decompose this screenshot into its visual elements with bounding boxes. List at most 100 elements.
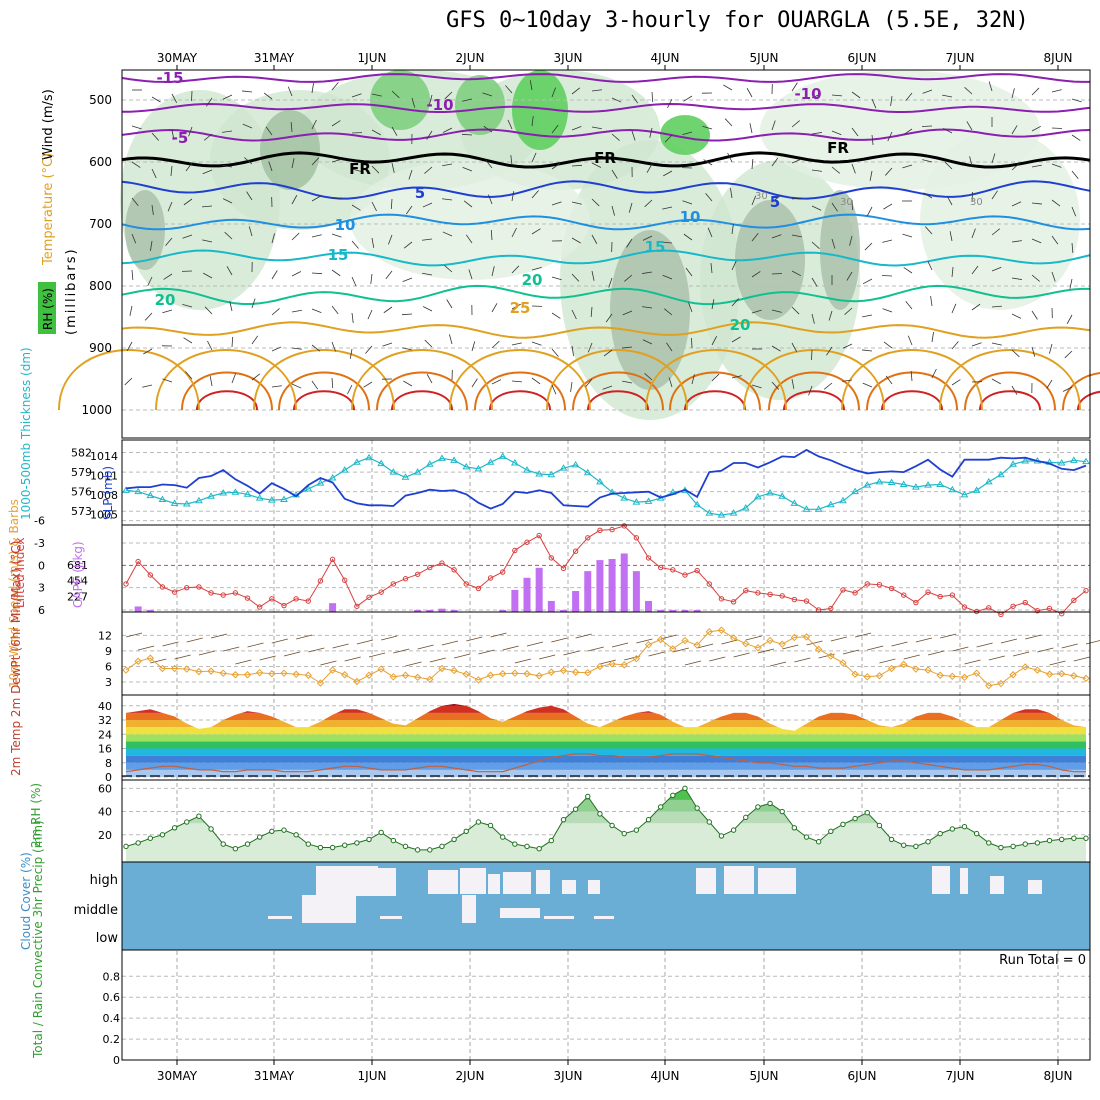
cape-bar [547,600,555,612]
wind-barb [462,167,473,172]
wind-barb [202,239,213,243]
wind-barb [171,129,175,140]
li-point [633,535,640,541]
wind-barb [291,158,295,169]
boundary-layer-contour [474,371,566,411]
rh-point [536,846,542,852]
rh-point [572,806,579,812]
wind-barb [271,385,282,388]
thickness-point [814,505,823,512]
wind-barb [921,125,933,127]
li-tick-label: 6 [38,604,45,617]
wind-barb [231,336,234,348]
wind10-barb [563,650,580,656]
rh-shading [125,190,165,270]
contour-label: FR [594,149,616,167]
boundary-layer-contour [196,390,258,411]
thickness-point [960,490,969,498]
wind-barb [265,126,273,136]
boundary-layer-contour [866,371,958,411]
wind-barb [611,97,622,103]
wind-barb [511,191,515,202]
li-line [125,525,1087,616]
li-point [876,581,883,588]
wind-barb [791,234,802,238]
li-tick-label: -3 [34,537,45,550]
wind-barb [1046,379,1053,389]
wind-barb [946,195,953,206]
boundary-layer-contour [979,390,1041,411]
li-point [572,548,579,554]
thickness-point [413,468,422,475]
li-point [524,539,530,545]
wind-barb [401,313,413,316]
thickness-point [510,458,519,466]
li-point [828,605,834,612]
wind-barb [591,234,598,244]
wind-barb [242,123,253,129]
wind-barb [1071,98,1082,103]
wind10-point [729,634,738,642]
wind-barb [664,134,673,143]
temp-band [126,705,1086,713]
rh-point [730,827,737,833]
wind-barb [628,202,633,213]
wind-barb [371,165,380,174]
li-point [730,599,737,605]
wind10-barb [757,648,774,654]
run-total-label: Run Total = 0 [999,953,1086,968]
wind10-point [231,671,240,679]
cloud-block [462,895,476,923]
wind-barb [691,337,693,349]
wind-barb [831,166,841,174]
wind-barb [206,97,213,107]
li-point [913,599,919,606]
wind10-point [571,668,580,676]
rh-point [949,826,956,832]
wind-barb [930,296,933,307]
pressure-tick-label: 1000 [81,403,112,417]
wind10-point [341,671,349,679]
li-point [536,532,542,539]
wind-barb [1051,199,1061,207]
wind-barb [642,339,653,345]
wind10-barb [138,645,155,651]
rh-point [487,822,494,829]
wind-barb [291,347,302,350]
boundary-layer-contour [964,371,1056,411]
wind-barb [271,308,280,316]
wind-barb [971,191,973,203]
wind-barb [491,379,502,385]
li-point [390,581,397,587]
wind-barb [1031,202,1042,205]
rh-point [645,816,652,823]
temp-band [126,748,1086,756]
cape-bar [608,558,616,612]
wind-barb [311,157,320,166]
cape-bar [645,600,653,612]
thickness-axis-label: 1000-500mb Thickness (dm) [19,347,33,520]
wind-barb [831,130,842,136]
li-point [354,603,360,609]
wind-barb [388,234,393,245]
wind-barb [663,170,673,177]
wind-barb [209,376,213,387]
wind-barb [951,341,959,350]
li-point [281,602,287,609]
li-point [657,564,664,571]
rh-band [126,811,1086,824]
li-point [159,584,166,590]
li-point [244,595,251,601]
wind-barb [1031,164,1042,168]
wind-barb [251,373,261,381]
wind10-point [438,664,446,673]
wind-barb [422,306,433,312]
wind-barb [811,132,822,135]
wind-barb [731,260,737,271]
rh-point [354,840,360,846]
rh-point [500,834,506,840]
rh-point [475,819,482,825]
wind-barb [887,131,893,142]
wind-barb [862,382,873,388]
wind10-barb [150,658,167,664]
